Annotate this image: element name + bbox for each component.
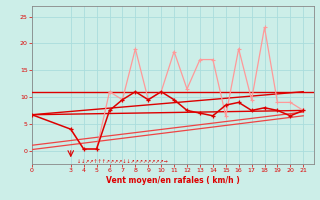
X-axis label: Vent moyen/en rafales ( km/h ): Vent moyen/en rafales ( km/h ) <box>106 176 240 185</box>
Text: ↓↓↗↗↑↑↑↗↗↗↗↓↓↗↗↗↗↗↗↗↗→: ↓↓↗↗↑↑↑↗↗↗↗↓↓↗↗↗↗↗↗↗↗→ <box>77 159 168 164</box>
